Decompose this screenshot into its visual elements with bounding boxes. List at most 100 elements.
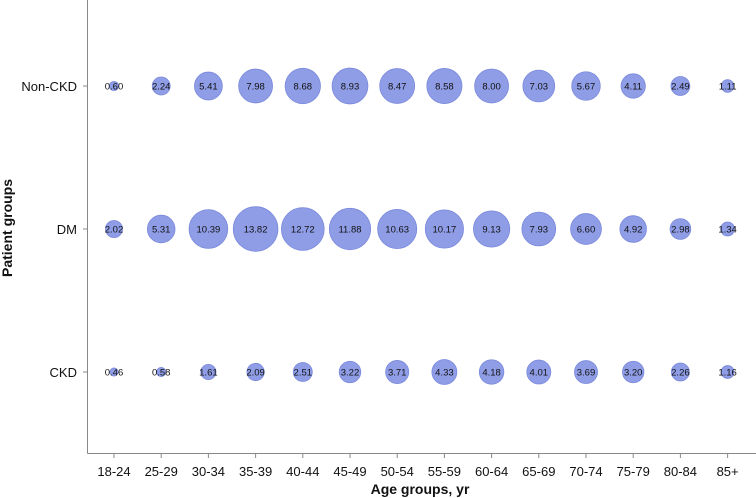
bubble: [720, 365, 735, 379]
x-tick-label: 25-29: [145, 464, 178, 479]
bubble-value-label: 10.39: [197, 224, 221, 235]
bubble: [200, 363, 217, 381]
bubble: [108, 80, 120, 92]
bubble: [620, 73, 646, 99]
bubble: [232, 206, 279, 252]
bubble-layer: [105, 67, 735, 385]
bubble-value-label: 3.69: [577, 367, 596, 378]
bubble: [188, 209, 229, 249]
bubble-value-label: 9.13: [482, 224, 501, 235]
bubble: [246, 362, 265, 382]
bubble-value-label: 6.60: [577, 224, 596, 235]
x-tick-label: 18-24: [97, 464, 130, 479]
bubble-value-label: 2.49: [671, 81, 690, 92]
bubble-value-label: 2.26: [671, 367, 690, 378]
bubble-value-label: 8.00: [482, 81, 501, 92]
bubble: [474, 68, 509, 104]
bubble-value-label: 3.20: [624, 367, 643, 378]
x-axis-title: Age groups, yr: [371, 481, 470, 497]
bubble: [328, 207, 372, 251]
x-axis-ticks: 18-24 25-29 30-34 35-39 40-44 45-49 50-54 55-59…: [97, 453, 739, 479]
bubble-value-label: 13.82: [244, 224, 268, 235]
bubble: [379, 68, 416, 104]
bubble: [622, 360, 645, 384]
bubble: [284, 67, 321, 105]
bubble-label-layer: 0.60 2.24 5.41 7.98 8.68 8.93 8.47 8.58 8.00 7.03…: [105, 81, 737, 378]
bubble-value-label: 4.01: [530, 367, 549, 378]
x-tick-label: 55-59: [428, 464, 461, 479]
bubble: [385, 360, 410, 384]
x-tick-label: 65-69: [522, 464, 555, 479]
bubble-value-label: 0.60: [105, 81, 124, 92]
bubble: [619, 215, 647, 243]
bubble-value-label: 5.67: [577, 81, 596, 92]
bubble: [281, 207, 325, 251]
bubble: [424, 209, 464, 249]
bubble-value-label: 2.98: [671, 224, 690, 235]
bubble: [669, 218, 692, 240]
bubble: [574, 360, 598, 384]
bubble: [526, 359, 552, 385]
bubble-value-label: 10.17: [433, 224, 457, 235]
bubble: [670, 362, 690, 382]
bubble-value-label: 8.68: [294, 81, 313, 92]
bubble: [522, 69, 556, 103]
bubble-value-label: 0.46: [105, 367, 124, 378]
bubble: [146, 214, 176, 244]
x-tick-label: 35-39: [239, 464, 272, 479]
bubble-value-label: 2.51: [294, 367, 313, 378]
bubble: [156, 367, 167, 377]
bubble-value-label: 5.31: [152, 224, 171, 235]
bubble: [331, 67, 369, 105]
bubble-value-label: 2.02: [105, 224, 124, 235]
x-tick-label: 70-74: [569, 464, 602, 479]
bubble-value-label: 4.18: [482, 367, 501, 378]
bubble-value-label: 1.11: [719, 81, 737, 92]
bubble-value-label: 0.58: [152, 367, 171, 378]
bubble-value-label: 2.24: [152, 81, 171, 92]
bubble-value-label: 4.33: [435, 367, 454, 378]
bubble: [109, 367, 119, 377]
bubble: [670, 76, 691, 96]
bubble: [238, 68, 273, 104]
bubble: [105, 220, 123, 238]
bubble: [521, 211, 557, 247]
bubble-value-label: 8.58: [435, 81, 454, 92]
bubble: [720, 79, 735, 93]
bubble-value-label: 7.03: [530, 81, 549, 92]
bubble-value-label: 1.34: [718, 224, 737, 235]
bubble: [426, 68, 463, 104]
bubble: [194, 71, 223, 101]
y-axis-title: Patient groups: [0, 179, 15, 277]
bubble-value-label: 5.41: [199, 81, 218, 92]
bubble-value-label: 10.63: [385, 224, 409, 235]
y-axis-ticks: Non-CKD DM CKD: [21, 79, 88, 380]
y-tick-label: CKD: [50, 365, 77, 380]
y-tick-label: DM: [57, 222, 77, 237]
bubble: [151, 76, 171, 96]
bubble-value-label: 4.11: [624, 81, 642, 92]
bubble: [473, 210, 511, 248]
bubble: [570, 213, 602, 245]
x-tick-label: 45-49: [333, 464, 366, 479]
x-tick-label: 50-54: [381, 464, 414, 479]
x-tick-label: 80-84: [664, 464, 697, 479]
plot-frame: [87, 0, 756, 454]
bubble-value-label: 3.22: [341, 367, 360, 378]
bubble: [720, 221, 735, 237]
bubble-value-label: 8.93: [341, 81, 360, 92]
bubble: [377, 209, 418, 249]
bubble-value-label: 1.61: [199, 367, 218, 378]
bubble-value-label: 3.71: [388, 367, 407, 378]
x-tick-label: 40-44: [286, 464, 319, 479]
bubble-value-label: 8.47: [388, 81, 407, 92]
bubble: [292, 362, 313, 382]
y-tick-label: Non-CKD: [21, 79, 77, 94]
bubble-value-label: 1.16: [718, 367, 737, 378]
x-tick-label: 75-79: [617, 464, 650, 479]
bubble-value-label: 11.88: [338, 224, 361, 235]
bubble-value-label: 7.98: [246, 81, 265, 92]
bubble: [571, 71, 601, 101]
bubble-value-label: 7.93: [530, 224, 549, 235]
